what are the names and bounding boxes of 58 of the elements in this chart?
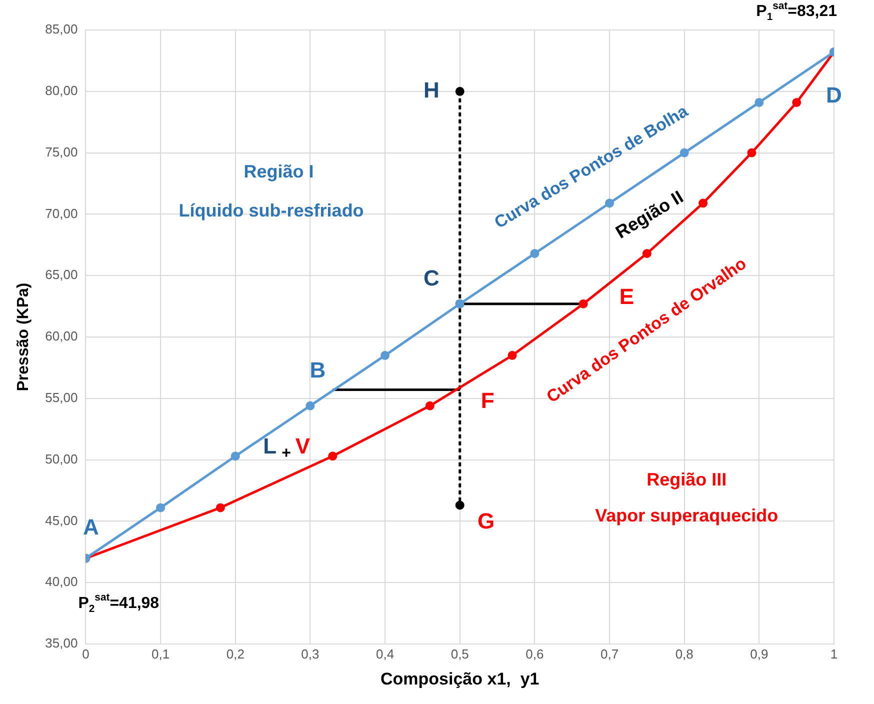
annotation: + <box>282 445 291 462</box>
point <box>642 248 652 258</box>
point <box>455 500 464 510</box>
x-tick-label: 0,7 <box>600 646 619 662</box>
y-tick-label: 50,00 <box>45 451 78 466</box>
point <box>605 198 614 208</box>
annotation: F <box>480 388 494 414</box>
point <box>425 401 434 410</box>
x-tick-label: 0,8 <box>675 646 694 662</box>
point <box>680 148 689 158</box>
point <box>792 98 802 107</box>
annotation: Região III <box>646 470 727 490</box>
x-tick-label: 0,9 <box>750 646 768 662</box>
y-axis-title: Pressão (KPa) <box>15 282 32 392</box>
annotation: D <box>826 82 842 108</box>
annotation: E <box>619 284 634 309</box>
y-tick-label: 80,00 <box>45 82 78 98</box>
x-tick-label: 0 <box>82 646 90 662</box>
point <box>578 299 588 308</box>
x-tick-label: 0,3 <box>301 646 320 662</box>
point <box>230 452 240 461</box>
annotation: H <box>423 77 440 102</box>
x-tick-label: 0,4 <box>376 646 394 662</box>
point <box>328 452 338 461</box>
annotation: L <box>263 434 277 459</box>
y-tick-label: 75,00 <box>45 144 78 160</box>
y-tick-label: 45,00 <box>45 512 78 528</box>
point <box>306 401 315 410</box>
annotation: V <box>295 434 310 459</box>
annotation: A <box>83 514 100 540</box>
point <box>216 503 225 512</box>
point <box>754 98 764 107</box>
y-tick-label: 65,00 <box>45 267 78 282</box>
y-tick-label: 70,00 <box>45 206 78 221</box>
annotation: Líquido sub-resfriado <box>178 200 364 221</box>
x-tick-label: 0,1 <box>152 646 170 662</box>
x-tick-label: 0,2 <box>226 646 244 662</box>
y-tick-label: 35,00 <box>45 636 78 651</box>
y-tick-label: 60,00 <box>45 328 78 344</box>
annotation: Vapor superaquecido <box>595 505 778 526</box>
point <box>380 350 390 360</box>
point <box>508 350 517 360</box>
annotation: B <box>310 357 326 382</box>
y-tick-label: 85,00 <box>45 22 78 37</box>
point <box>747 148 756 158</box>
x-axis-title: Composição x1, y1 <box>380 669 540 688</box>
point <box>156 503 166 512</box>
point <box>530 248 540 258</box>
annotation: C <box>423 265 440 290</box>
x-tick-label: 1 <box>830 646 838 662</box>
annotation: Região I <box>244 161 314 182</box>
point <box>698 198 708 208</box>
y-tick-label: 55,00 <box>45 390 78 405</box>
x-tick-label: 0,6 <box>526 646 544 662</box>
x-tick-label: 0,5 <box>450 646 469 662</box>
annotation: G <box>478 508 495 534</box>
y-tick-label: 40,00 <box>45 574 78 590</box>
point <box>455 86 464 96</box>
